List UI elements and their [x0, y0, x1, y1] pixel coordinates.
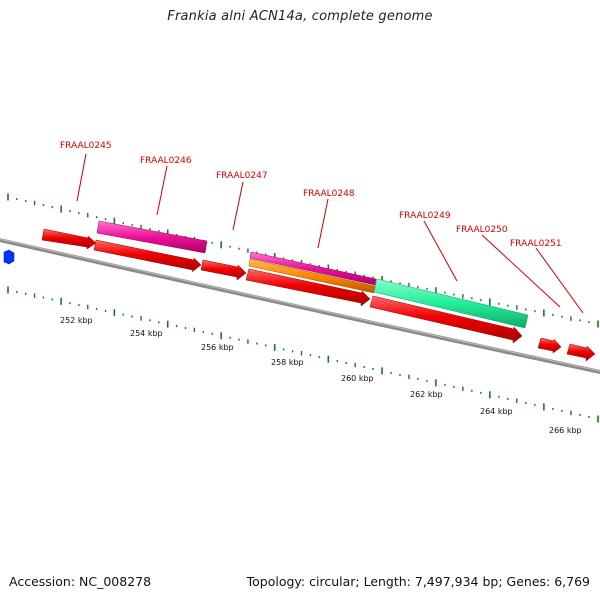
gene-label-fraal0245: FRAAL0245	[60, 141, 112, 151]
backbone-highlight	[0, 238, 600, 372]
gene-label-fraal0247: FRAAL0247	[216, 171, 268, 181]
gene-leader-lines	[76, 153, 584, 314]
leader-fraal0245	[76, 153, 87, 202]
gene-label-fraal0246: FRAAL0246	[140, 156, 192, 166]
genome-backbone	[0, 238, 600, 374]
scale-label-252: 252 kbp	[60, 316, 93, 325]
reverse-features	[3, 239, 596, 362]
gene-label-fraal0251: FRAAL0251	[510, 239, 562, 249]
scale-label-258: 258 kbp	[271, 358, 304, 367]
leader-fraal0246	[156, 165, 168, 216]
gene-fraal0247[interactable]	[200, 259, 247, 281]
scale-label-256: 256 kbp	[201, 343, 234, 352]
scale-label-266: 266 kbp	[549, 426, 582, 435]
map-title: Frankia alni ACN14a, complete genome	[167, 9, 433, 24]
gene-label-fraal0249: FRAAL0249	[399, 211, 451, 221]
scale-label-254: 254 kbp	[130, 329, 163, 338]
leader-fraal0248	[317, 198, 329, 249]
leader-fraal0247	[232, 181, 244, 231]
gene-fraal0250[interactable]	[537, 337, 562, 354]
gene-label-group: FRAAL0245 FRAAL0246 FRAAL0247 FRAAL0248 …	[60, 141, 562, 249]
scale-label-260: 260 kbp	[341, 374, 374, 383]
leader-fraal0251	[535, 247, 584, 314]
feature-fraal0249-green[interactable]	[373, 278, 529, 329]
topology-summary: Topology: circular; Length: 7,497,934 bp…	[246, 574, 590, 589]
leader-fraal0250	[481, 234, 561, 308]
leader-fraal0249	[423, 220, 458, 282]
gene-label-fraal0248: FRAAL0248	[303, 189, 355, 199]
feature-fraal0248-orange[interactable]	[248, 258, 376, 294]
gene-label-fraal0250: FRAAL0250	[456, 225, 508, 235]
gene-fraal0245[interactable]	[41, 228, 97, 250]
gene-fraal0249[interactable]	[369, 295, 523, 344]
gene-fraal0251[interactable]	[566, 343, 596, 362]
accession-text: Accession: NC_008278	[9, 574, 152, 589]
inner-tick-ring	[7, 286, 599, 423]
scale-labels: 252 kbp 254 kbp 256 kbp 258 kbp 260 kbp …	[60, 316, 582, 435]
feature-fraal0248-pink[interactable]	[249, 251, 377, 286]
gene-fraal0248[interactable]	[245, 268, 371, 307]
scale-label-264: 264 kbp	[480, 407, 513, 416]
feature-fraal0246-pink[interactable]	[96, 220, 208, 254]
scale-label-262: 262 kbp	[410, 390, 443, 399]
forward-features	[41, 220, 529, 329]
blue-feature[interactable]	[3, 249, 15, 265]
gene-fraal0246[interactable]	[93, 239, 202, 273]
